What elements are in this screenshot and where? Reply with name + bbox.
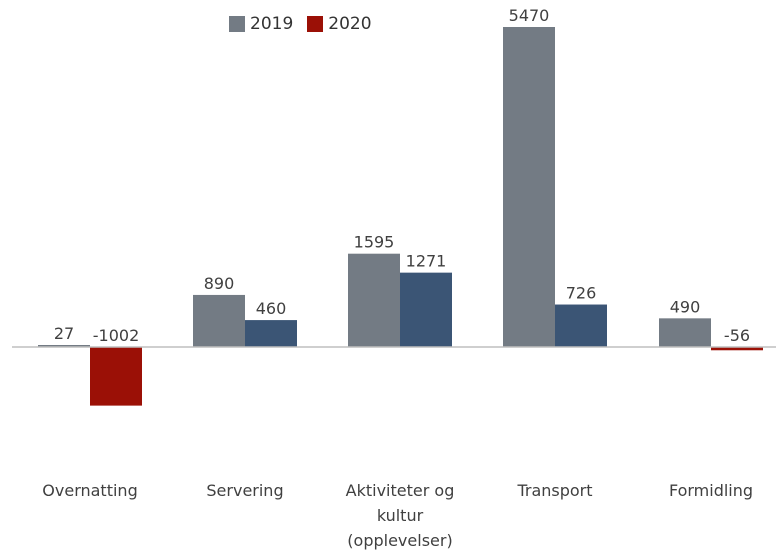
value-label-2019-0: 27 (54, 324, 74, 343)
category-label-2: Aktiviteter og (346, 481, 455, 500)
value-label-2019-2: 1595 (354, 233, 395, 252)
legend-swatch-2019 (229, 16, 245, 32)
category-label-4: Formidling (669, 481, 753, 500)
legend-item-2019: 2019 (229, 14, 293, 34)
bar-2019-2 (348, 253, 400, 347)
bar-2020-2 (400, 272, 452, 347)
bar-2020-3 (555, 304, 607, 347)
value-label-2020-3: 726 (566, 284, 597, 303)
value-label-2019-4: 490 (670, 297, 701, 316)
value-label-2019-1: 890 (204, 274, 235, 293)
category-label-1: Servering (206, 481, 283, 500)
legend-swatch-2020 (307, 16, 324, 32)
category-label-0: Overnatting (42, 481, 137, 500)
legend-label-2019: 2019 (250, 14, 294, 34)
bar-2019-0 (38, 345, 90, 347)
value-label-2019-3: 5470 (509, 6, 550, 25)
category-label-2: kultur (377, 506, 424, 525)
bar-2020-1 (245, 320, 297, 347)
legend-label-2020: 2020 (328, 14, 372, 34)
bar-2019-3 (503, 27, 555, 347)
bar-2019-4 (659, 318, 711, 347)
value-label-2020-2: 1271 (406, 252, 447, 271)
value-label-2020-4: -56 (724, 326, 750, 345)
category-label-3: Transport (516, 481, 592, 500)
legend-item-2020: 2020 (307, 14, 372, 34)
category-labels-group: Overnatting Servering Aktiviteter og kultur… (42, 481, 753, 550)
bar-2020-4 (711, 347, 763, 351)
legend: 2019 2020 (229, 14, 386, 34)
bar-2019-1 (193, 294, 245, 347)
value-label-2020-1: 460 (256, 299, 287, 318)
value-labels-group: 27 890 1595 5470 490 -1002 460 1271 726 -56 (54, 6, 750, 345)
bars-group (38, 27, 763, 406)
bar-2020-0 (90, 347, 142, 406)
value-label-2020-0: -1002 (93, 326, 140, 345)
category-label-2: (opplevelser) (347, 531, 452, 550)
